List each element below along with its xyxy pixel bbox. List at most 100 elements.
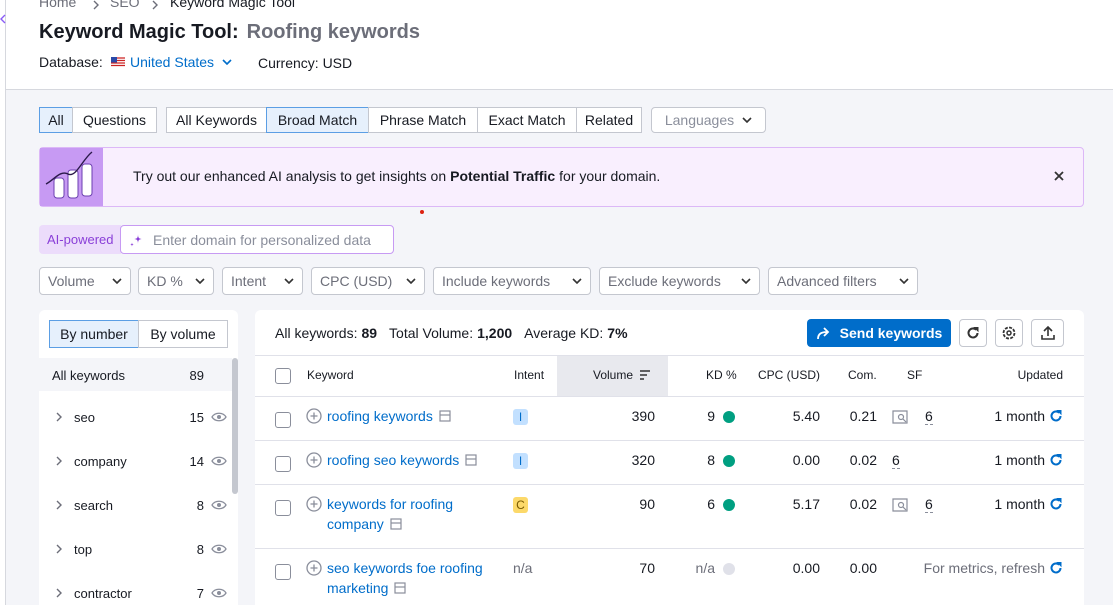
group-eye[interactable]: [211, 587, 227, 599]
chevron-icon: [152, 0, 158, 10]
intent-badge: I: [513, 409, 528, 425]
page-icon: [439, 410, 451, 422]
column-header[interactable]: CPC (USD): [758, 368, 820, 382]
keyword-link[interactable]: keywords for roofing company: [327, 496, 454, 532]
close-icon: [1054, 171, 1064, 181]
add-keyword[interactable]: [306, 408, 322, 424]
volume: 90: [639, 496, 655, 512]
icon-button[interactable]: [1031, 319, 1064, 347]
table-header: [255, 355, 1084, 397]
group-expand[interactable]: [56, 412, 62, 422]
table-row: [255, 397, 1084, 441]
group-name[interactable]: contractor: [74, 586, 132, 601]
group-count: 8: [196, 498, 204, 513]
send-keywords-button[interactable]: Send keywords: [807, 319, 951, 347]
filter-dropdown[interactable]: Include keywords: [433, 267, 591, 295]
match-tab[interactable]: Related: [576, 107, 642, 133]
column-header[interactable]: KD %: [706, 368, 737, 382]
serp-icon: [892, 410, 908, 424]
column-header[interactable]: Intent: [514, 368, 545, 382]
banner-bold: Potential Traffic: [450, 168, 556, 184]
add-keyword[interactable]: [306, 560, 322, 576]
domain-input[interactable]: Enter domain for personalized data: [120, 225, 394, 254]
languages-select[interactable]: Languages: [651, 107, 766, 133]
row-checkbox[interactable]: [275, 456, 291, 472]
column-header[interactable]: Com.: [848, 368, 877, 382]
column-header[interactable]: Volume: [593, 368, 651, 382]
group-expand[interactable]: [56, 588, 62, 598]
updated: 1 month: [880, 496, 1063, 512]
group-eye[interactable]: [211, 455, 227, 467]
match-tab[interactable]: Broad Match: [266, 107, 369, 133]
icon-button[interactable]: [959, 319, 987, 347]
icon-button[interactable]: [995, 319, 1023, 347]
serp-features[interactable]: 6: [925, 496, 933, 513]
filter-dropdown[interactable]: Intent: [222, 267, 303, 295]
match-tab[interactable]: Phrase Match: [368, 107, 478, 133]
type-tab[interactable]: All: [39, 107, 73, 133]
filter-dropdown[interactable]: Advanced filters: [768, 267, 918, 295]
groups-header-count: 89: [189, 368, 204, 383]
intent-badge: I: [513, 453, 528, 469]
match-tab[interactable]: Exact Match: [477, 107, 577, 133]
type-tab[interactable]: Questions: [72, 107, 157, 133]
page-icon: [394, 582, 407, 594]
eye-icon: [211, 500, 227, 510]
keyword-link[interactable]: roofing keywords: [327, 406, 502, 426]
filter-dropdown[interactable]: Volume: [39, 267, 131, 295]
row-checkbox[interactable]: [275, 412, 291, 428]
group-eye[interactable]: [211, 543, 227, 555]
volume: 320: [631, 452, 655, 468]
banner-text: Try out our enhanced AI analysis to get …: [133, 168, 660, 184]
chevron-icon: [284, 278, 294, 284]
column-header[interactable]: SF: [907, 368, 923, 382]
cpc: 0.00: [792, 452, 820, 468]
updated: For metrics, refresh: [880, 560, 1063, 576]
filter-dropdown[interactable]: Exclude keywords: [599, 267, 760, 295]
table-row: [255, 485, 1084, 549]
chevron-left: [0, 14, 6, 24]
keyword-link[interactable]: seo keywords foe roofing marketing: [327, 560, 483, 596]
page-title: Keyword Magic Tool: Roofing keywords: [39, 21, 420, 44]
serp-features[interactable]: 6: [925, 408, 933, 425]
scrollbar: [232, 358, 238, 494]
close-button[interactable]: [1054, 171, 1064, 181]
group-toggle[interactable]: By number: [49, 320, 139, 348]
competition: 0.02: [849, 496, 877, 512]
row-checkbox[interactable]: [275, 564, 291, 580]
row-checkbox[interactable]: [275, 500, 291, 516]
group-toggle[interactable]: By volume: [138, 320, 228, 348]
group-name[interactable]: search: [74, 498, 114, 513]
database-select[interactable]: United States: [130, 54, 232, 70]
column-header[interactable]: Keyword: [307, 368, 354, 382]
group-name[interactable]: company: [74, 454, 127, 469]
group-expand[interactable]: [56, 500, 62, 510]
keyword-link[interactable]: roofing seo keywords: [327, 450, 502, 470]
refresh-icon: [1050, 498, 1062, 510]
column-header[interactable]: Updated: [1017, 368, 1063, 382]
database-label: Database:: [39, 54, 103, 70]
group-eye[interactable]: [211, 411, 227, 423]
match-tab[interactable]: All Keywords: [166, 107, 267, 133]
row-checkbox[interactable]: [275, 368, 291, 384]
add-keyword[interactable]: [306, 452, 322, 468]
group-name[interactable]: seo: [74, 410, 95, 425]
breadcrumb-item: SEO: [110, 0, 140, 10]
group-name[interactable]: top: [74, 542, 93, 557]
filter-dropdown[interactable]: KD %: [138, 267, 214, 295]
summary-all-label: All keywords:: [275, 325, 358, 341]
group-expand[interactable]: [56, 456, 62, 466]
group-eye[interactable]: [211, 499, 227, 511]
serp-features[interactable]: 6: [892, 452, 900, 469]
add-keyword[interactable]: [306, 496, 322, 512]
group-count: 15: [189, 410, 204, 425]
chevron-icon: [56, 412, 62, 422]
cpc: 5.40: [792, 408, 820, 424]
serp: [892, 498, 908, 512]
volume: 70: [639, 560, 655, 576]
breadcrumb-separator: [152, 0, 158, 10]
filter-dropdown[interactable]: CPC (USD): [311, 267, 425, 295]
send-icon: [816, 327, 829, 340]
chevron-icon: [742, 117, 752, 123]
group-expand[interactable]: [56, 544, 62, 554]
